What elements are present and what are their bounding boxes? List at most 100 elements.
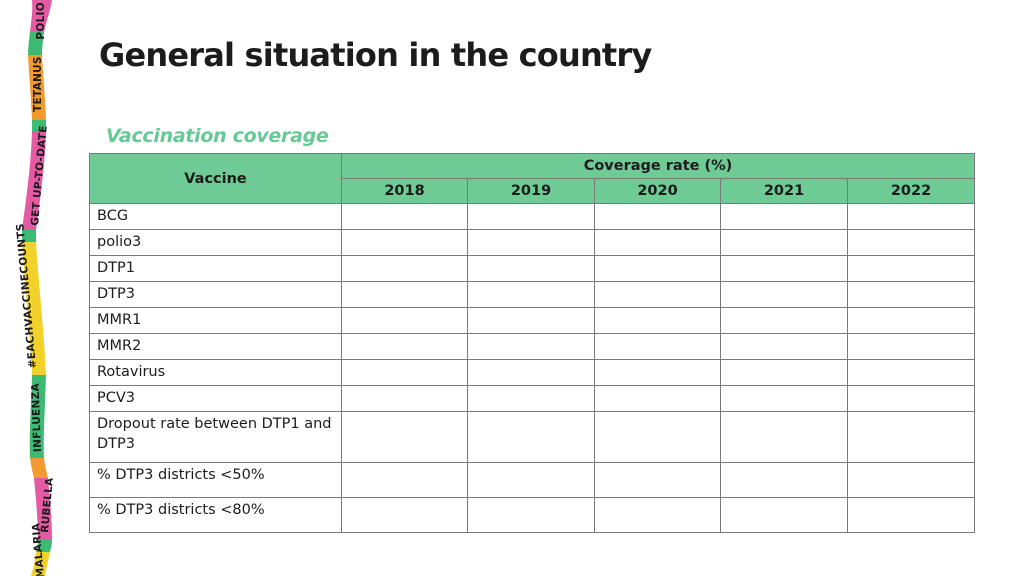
ribbon-label-influenza: INFLUENZA	[30, 382, 44, 452]
coverage-cell[interactable]	[467, 385, 595, 412]
ribbon-segment-rubella	[34, 478, 52, 540]
coverage-cell[interactable]	[720, 411, 848, 463]
coverage-cell[interactable]	[467, 203, 595, 230]
vaccine-label: BCG	[89, 203, 342, 230]
coverage-cell[interactable]	[594, 462, 721, 498]
coverage-cell[interactable]	[594, 497, 721, 533]
vaccination-coverage-table: Vaccine Coverage rate (%) 2018 2019 2020…	[89, 153, 976, 533]
coverage-cell[interactable]	[594, 281, 721, 308]
coverage-cell[interactable]	[341, 255, 468, 282]
coverage-cell[interactable]	[341, 411, 468, 463]
coverage-cell[interactable]	[720, 229, 848, 256]
coverage-cell[interactable]	[846, 385, 976, 412]
coverage-cell[interactable]	[846, 497, 976, 533]
ribbon-segment-green-5	[36, 540, 52, 552]
coverage-cell[interactable]	[341, 462, 468, 498]
table-row: % DTP3 districts <50%	[89, 462, 976, 498]
coverage-cell[interactable]	[341, 359, 468, 386]
coverage-cell[interactable]	[720, 359, 848, 386]
year-header: 2019	[467, 178, 595, 204]
coverage-cell[interactable]	[846, 281, 976, 308]
table-row: MMR2	[89, 333, 976, 360]
vaccine-label: MMR2	[89, 333, 342, 360]
ribbon-label-rubella: RUBELLA	[39, 476, 56, 533]
ribbon-label-malaria: MALARIA	[30, 522, 47, 576]
vaccine-label: % DTP3 districts <80%	[89, 497, 342, 533]
coverage-cell[interactable]	[846, 307, 976, 334]
year-header: 2020	[594, 178, 721, 204]
coverage-cell[interactable]	[720, 281, 848, 308]
ribbon-segment-polio	[30, 0, 52, 32]
coverage-cell[interactable]	[720, 462, 848, 498]
coverage-cell[interactable]	[846, 229, 976, 256]
vaccine-label: % DTP3 districts <50%	[89, 462, 342, 498]
coverage-cell[interactable]	[341, 203, 468, 230]
coverage-cell[interactable]	[467, 333, 595, 360]
ribbon-segment-green-1	[28, 32, 44, 55]
table-row: PCV3	[89, 385, 976, 412]
coverage-cell[interactable]	[341, 385, 468, 412]
coverage-cell[interactable]	[341, 497, 468, 533]
ribbon-segment-green-2	[32, 120, 46, 132]
ribbon-segment-green-4	[29, 375, 46, 458]
table-row: DTP3	[89, 281, 976, 308]
ribbon-segment-eachvaccinecounts	[22, 242, 46, 375]
vaccine-label: PCV3	[89, 385, 342, 412]
ribbon-segment-get-up-to-date	[22, 132, 46, 230]
table-row: Dropout rate between DTP1 and DTP3	[89, 411, 976, 463]
coverage-cell[interactable]	[467, 359, 595, 386]
table-row: polio3	[89, 229, 976, 256]
year-header: 2018	[341, 178, 468, 204]
coverage-cell[interactable]	[467, 497, 595, 533]
coverage-cell[interactable]	[846, 203, 976, 230]
table-row: % DTP3 districts <80%	[89, 497, 976, 533]
coverage-cell[interactable]	[720, 333, 848, 360]
coverage-cell[interactable]	[594, 307, 721, 334]
coverage-cell[interactable]	[341, 307, 468, 334]
coverage-cell[interactable]	[720, 497, 848, 533]
coverage-cell[interactable]	[720, 255, 848, 282]
year-header: 2022	[846, 178, 976, 204]
coverage-cell[interactable]	[467, 255, 595, 282]
coverage-cell[interactable]	[594, 385, 721, 412]
coverage-cell[interactable]	[341, 281, 468, 308]
vaccine-column-header: Vaccine	[89, 153, 342, 204]
coverage-cell[interactable]	[846, 359, 976, 386]
coverage-cell[interactable]	[467, 229, 595, 256]
coverage-cell[interactable]	[594, 255, 721, 282]
coverage-cell[interactable]	[594, 203, 721, 230]
coverage-cell[interactable]	[594, 333, 721, 360]
coverage-cell[interactable]	[846, 255, 976, 282]
coverage-cell[interactable]	[594, 411, 721, 463]
coverage-cell[interactable]	[720, 203, 848, 230]
coverage-cell[interactable]	[467, 462, 595, 498]
coverage-cell[interactable]	[594, 359, 721, 386]
table-row: MMR1	[89, 307, 976, 334]
page-title: General situation in the country	[99, 36, 652, 74]
coverage-cell[interactable]	[720, 307, 848, 334]
vaccine-label: DTP1	[89, 255, 342, 282]
coverage-cell[interactable]	[720, 385, 848, 412]
vaccine-label: Dropout rate between DTP1 and DTP3	[89, 411, 342, 463]
coverage-cell[interactable]	[846, 462, 976, 498]
ribbon-segment-tetanus	[28, 55, 46, 120]
ribbon-segment-green-3	[22, 230, 36, 242]
vaccine-label: polio3	[89, 229, 342, 256]
section-subtitle: Vaccination coverage	[106, 125, 329, 147]
ribbon-label-polio: POLIO	[35, 2, 47, 40]
coverage-cell[interactable]	[846, 411, 976, 463]
table-row: Rotavirus	[89, 359, 976, 386]
ribbon-segment-orange-2	[30, 458, 48, 478]
coverage-rate-header: Coverage rate (%)	[340, 153, 976, 179]
coverage-cell[interactable]	[846, 333, 976, 360]
coverage-cell[interactable]	[341, 229, 468, 256]
decorative-vaccine-ribbon: POLIO TETANUS GET UP-TO-DATE #EACHVACCIN…	[14, 0, 56, 576]
coverage-cell[interactable]	[467, 281, 595, 308]
vaccine-label: DTP3	[89, 281, 342, 308]
coverage-cell[interactable]	[594, 229, 721, 256]
ribbon-segment-malaria	[31, 552, 50, 576]
table-row: BCG	[89, 203, 976, 230]
coverage-cell[interactable]	[341, 333, 468, 360]
coverage-cell[interactable]	[467, 307, 595, 334]
coverage-cell[interactable]	[467, 411, 595, 463]
